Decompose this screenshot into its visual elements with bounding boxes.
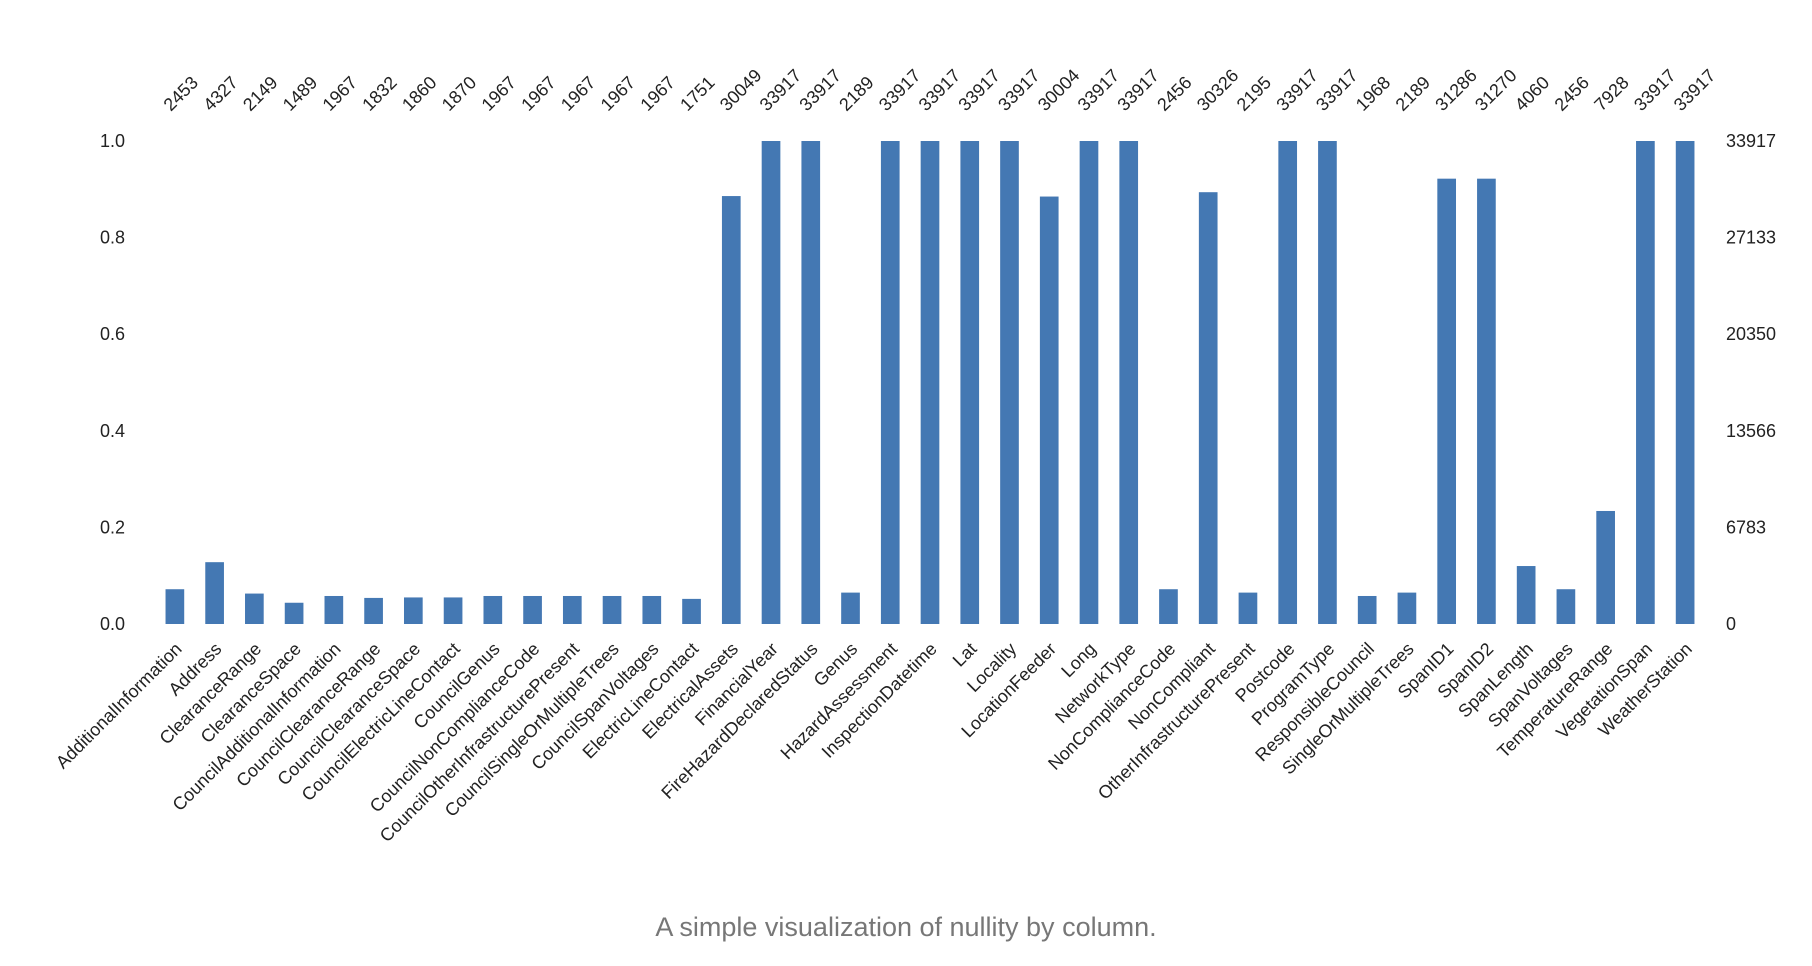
- bar: [165, 589, 185, 624]
- count-label: 2456: [1551, 72, 1593, 114]
- bar: [1198, 192, 1218, 624]
- count-label: 31270: [1471, 65, 1521, 115]
- left-tick-label: 0.6: [100, 324, 125, 344]
- right-tick-label: 13566: [1726, 421, 1776, 441]
- count-label: 33917: [994, 65, 1044, 115]
- count-label: 30326: [1193, 65, 1243, 115]
- bar: [1000, 141, 1019, 624]
- bar: [205, 562, 224, 624]
- bar: [880, 141, 900, 624]
- count-label: 1967: [557, 72, 599, 114]
- right-tick-label: 6783: [1726, 517, 1766, 537]
- count-label: 33917: [1312, 65, 1362, 115]
- bar: [1477, 178, 1496, 624]
- left-tick-label: 0.0: [100, 614, 125, 634]
- bar: [841, 592, 860, 624]
- count-label: 33917: [1272, 65, 1322, 115]
- bar: [960, 141, 980, 624]
- count-label: 33917: [756, 65, 806, 115]
- count-label: 1832: [358, 72, 400, 114]
- bar: [1397, 592, 1417, 624]
- bar: [801, 141, 821, 624]
- count-label: 30049: [716, 65, 766, 115]
- nullity-bar-chart: 0.0 0.2 0.4 0.6 0.8 1.0 0 6783 13566 20350 27133 3…: [52, 65, 1776, 846]
- right-tick-label: 20350: [1726, 324, 1776, 344]
- right-tick-label: 33917: [1726, 131, 1776, 151]
- right-axis: 0 6783 13566 20350 27133 33917: [1726, 131, 1776, 634]
- count-label: 33917: [875, 65, 925, 115]
- count-label: 33917: [915, 65, 965, 115]
- bar: [1278, 141, 1298, 624]
- category-label: AdditionalInformation: [52, 639, 186, 773]
- bar: [642, 595, 662, 624]
- bar: [1357, 595, 1377, 624]
- bar: [1159, 589, 1178, 624]
- count-label: 33917: [1670, 65, 1720, 115]
- count-label: 4327: [199, 72, 241, 114]
- bar: [1596, 510, 1615, 624]
- count-label: 2453: [160, 72, 202, 114]
- count-label: 1967: [597, 72, 639, 114]
- count-label: 1967: [319, 72, 361, 114]
- bars: [165, 141, 1695, 625]
- count-label: 1860: [398, 72, 440, 114]
- left-axis: 0.0 0.2 0.4 0.6 0.8 1.0: [100, 131, 125, 634]
- count-label: 2149: [239, 72, 281, 114]
- bar: [1039, 196, 1059, 625]
- left-tick-label: 1.0: [100, 131, 125, 151]
- count-label: 1870: [438, 72, 480, 114]
- bar: [1437, 178, 1457, 624]
- count-label: 1489: [279, 72, 321, 114]
- count-label: 7928: [1590, 72, 1632, 114]
- bar: [721, 196, 741, 624]
- bar: [1119, 141, 1139, 624]
- bar: [1238, 592, 1258, 624]
- left-tick-label: 0.2: [100, 517, 125, 537]
- left-tick-label: 0.8: [100, 228, 125, 248]
- bar: [1556, 589, 1576, 624]
- bar: [1636, 141, 1655, 624]
- bar: [1516, 566, 1536, 624]
- count-label: 1967: [478, 72, 520, 114]
- category-label: Lat: [949, 639, 981, 671]
- bar: [602, 595, 622, 624]
- bar: [523, 595, 542, 624]
- bar: [483, 595, 503, 624]
- bar: [443, 597, 463, 624]
- bar: [1675, 141, 1695, 624]
- right-tick-label: 27133: [1726, 228, 1776, 248]
- left-tick-label: 0.4: [100, 421, 125, 441]
- bar: [324, 595, 344, 624]
- right-tick-label: 0: [1726, 614, 1736, 634]
- bar: [403, 597, 423, 624]
- bar: [682, 598, 701, 624]
- count-label: 1751: [676, 72, 718, 114]
- bar: [284, 602, 304, 624]
- count-label: 33917: [1074, 65, 1124, 115]
- count-label: 31286: [1431, 65, 1481, 115]
- count-label: 33917: [1630, 65, 1680, 115]
- category-labels: AdditionalInformationAddressClearanceRan…: [52, 639, 1696, 846]
- count-labels: 2453432721491489196718321860187019671967…: [160, 65, 1720, 115]
- bar: [364, 597, 383, 624]
- count-label: 33917: [1113, 65, 1163, 115]
- count-label: 1967: [636, 72, 678, 114]
- bar: [562, 595, 582, 624]
- chart-caption: A simple visualization of nullity by col…: [655, 912, 1157, 942]
- bar: [245, 593, 264, 624]
- count-label: 33917: [795, 65, 845, 115]
- bar: [1318, 141, 1337, 624]
- count-label: 30004: [1034, 65, 1084, 115]
- count-label: 1967: [517, 72, 559, 114]
- bar: [1079, 141, 1099, 624]
- bar: [920, 141, 940, 624]
- count-label: 33917: [954, 65, 1004, 115]
- bar: [761, 141, 781, 624]
- count-label: 2189: [1392, 72, 1434, 114]
